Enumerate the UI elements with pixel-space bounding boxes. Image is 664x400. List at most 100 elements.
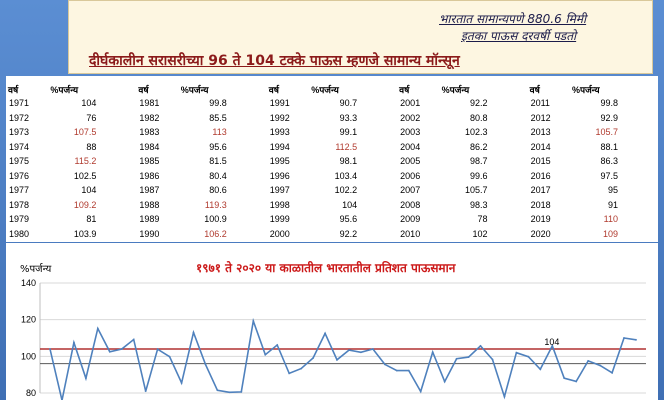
year-cell: 1985 (139, 156, 160, 167)
reference-annotation: 104 (544, 337, 559, 347)
year-cell: 1984 (139, 141, 160, 152)
year-cell: 2010 (400, 228, 421, 239)
year-cell: 2016 (530, 170, 551, 181)
data-point (371, 348, 374, 350)
column-header-rainfall: %पर्जन्य (441, 84, 470, 95)
data-point (527, 355, 530, 358)
data-point (288, 372, 291, 375)
y-tick-label: 140 (21, 278, 36, 288)
year-cell: 2012 (530, 112, 551, 123)
rainfall-line-chart: 140 120 100 80 104 (21, 278, 646, 400)
year-cell: 1995 (269, 156, 290, 167)
rainfall-value-cell: 99.6 (470, 170, 488, 181)
rainfall-value-cell: 80.8 (470, 112, 488, 123)
rainfall-value-cell: 119.3 (204, 199, 227, 210)
table-row: 1976 102.5 1986 80.4 1996 103.4 2006 99.6 2016 97… (6, 169, 658, 184)
table-row: 1972 76 1982 85.5 1992 93.3 2002 80.8 2012 92.9 (6, 111, 658, 126)
info-note: भारतात सामान्यपणे 880.6 मिमी इतका पाऊस द… (68, 0, 653, 74)
y-tick-label: 80 (26, 388, 36, 398)
data-point (120, 348, 123, 350)
rainfall-value-cell: 86.2 (470, 141, 488, 152)
year-cell: 1988 (139, 199, 160, 210)
year-cell: 1979 (9, 214, 30, 225)
data-point (108, 350, 111, 353)
table-row: 1979 81 1989 100.9 1999 95.6 2009 78 2019 110 (6, 212, 658, 227)
year-cell: 1987 (139, 185, 160, 196)
table-header-row: वर्ष %पर्जन्य वर्ष %पर्जन्य वर्ष %पर्जन्य वर्ष… (6, 82, 658, 96)
rainfall-value-cell: 115.2 (74, 156, 97, 167)
rainfall-value-cell: 104 (81, 98, 97, 109)
year-cell: 2001 (400, 98, 421, 109)
year-cell: 2017 (530, 185, 551, 196)
data-point (587, 360, 590, 362)
year-cell: 1973 (9, 127, 30, 138)
data-point (611, 371, 613, 374)
year-cell: 1982 (139, 112, 160, 123)
data-point (539, 368, 542, 371)
data-point (84, 377, 87, 380)
rainfall-value-cell: 90.7 (339, 98, 358, 109)
table-row: 1978 109.2 1988 119.3 1998 104 2008 98.3 2018 91 (6, 198, 658, 213)
rainfall-value-cell: 98.7 (470, 156, 488, 167)
column-header-rainfall: %पर्जन्य (180, 84, 209, 95)
rainfall-value-cell: 99.1 (339, 127, 358, 138)
y-tick-label: 120 (21, 315, 36, 325)
data-point (168, 355, 171, 358)
rainfall-value-cell: 95.6 (339, 214, 358, 225)
data-point (312, 357, 315, 359)
column-header-rainfall: %पर्जन्य (50, 84, 79, 95)
y-tick-label: 100 (21, 351, 36, 361)
rainfall-value-cell: 104 (342, 199, 358, 210)
year-cell: 1983 (139, 127, 160, 138)
year-cell: 2009 (400, 214, 421, 225)
rainfall-value-cell: 85.5 (209, 112, 227, 123)
year-cell: 1989 (139, 214, 160, 225)
year-cell: 1996 (269, 170, 290, 181)
data-point (563, 377, 566, 380)
rainfall-value-cell: 92.9 (600, 112, 618, 123)
rainfall-value-cell: 88.1 (600, 141, 618, 152)
column-header-year: वर्ष (399, 84, 410, 95)
data-point (407, 369, 410, 372)
rainfall-value-cell: 99.8 (209, 98, 227, 109)
rainfall-value-cell: 104 (81, 185, 97, 196)
rainfall-value-cell: 113 (212, 127, 227, 138)
rainfall-value-cell: 86.3 (600, 156, 618, 167)
note-heading: दीर्घकालीन सरासरीच्या 96 ते 104 टक्के पा… (89, 53, 460, 69)
rainfall-value-cell: 105.7 (595, 127, 618, 138)
column-header-year: वर्ष (268, 84, 279, 95)
data-point (348, 349, 350, 351)
data-point (467, 356, 470, 358)
year-cell: 1974 (9, 141, 30, 152)
note-line-2: इतका पाऊस दरवर्षी पडतो (461, 29, 577, 43)
year-cell: 2006 (400, 170, 421, 181)
year-cell: 2002 (400, 112, 421, 123)
rainfall-value-cell: 102 (472, 228, 488, 239)
data-point (395, 369, 398, 372)
year-cell: 2008 (400, 199, 421, 210)
year-cell: 1998 (269, 199, 290, 210)
table-row: 1975 115.2 1985 81.5 1995 98.1 2005 98.7 2015 86.… (6, 154, 658, 169)
data-point (49, 348, 51, 350)
data-point (240, 391, 243, 393)
y-axis-label: %पर्जन्य (20, 264, 52, 275)
data-point (383, 363, 386, 366)
data-point (503, 395, 506, 398)
rainfall-value-cell: 95 (607, 185, 618, 196)
data-point (635, 338, 637, 341)
rainfall-value-cell: 95.6 (209, 141, 227, 152)
data-point (575, 380, 578, 383)
rainfall-value-cell: 103.9 (73, 228, 97, 239)
data-point (156, 348, 159, 351)
table-row: 1971 104 1981 99.8 1991 90.7 2001 92.2 2011 99.8 (6, 96, 658, 111)
year-cell: 1990 (139, 228, 160, 239)
column-header-rainfall: %पर्जन्य (311, 84, 339, 95)
data-point (132, 338, 135, 341)
table-row: 1977 104 1987 80.6 1997 102.2 2007 105.7 2017 95 (6, 183, 658, 198)
rainfall-value-cell: 102.5 (73, 170, 97, 181)
table-body: 1971 104 1981 99.8 1991 90.7 2001 92.2 2011 99.8 1… (6, 96, 658, 241)
year-cell: 2013 (530, 127, 551, 138)
rainfall-value-cell: 100.9 (204, 214, 227, 225)
data-point (479, 344, 482, 347)
year-cell: 1975 (9, 156, 30, 167)
